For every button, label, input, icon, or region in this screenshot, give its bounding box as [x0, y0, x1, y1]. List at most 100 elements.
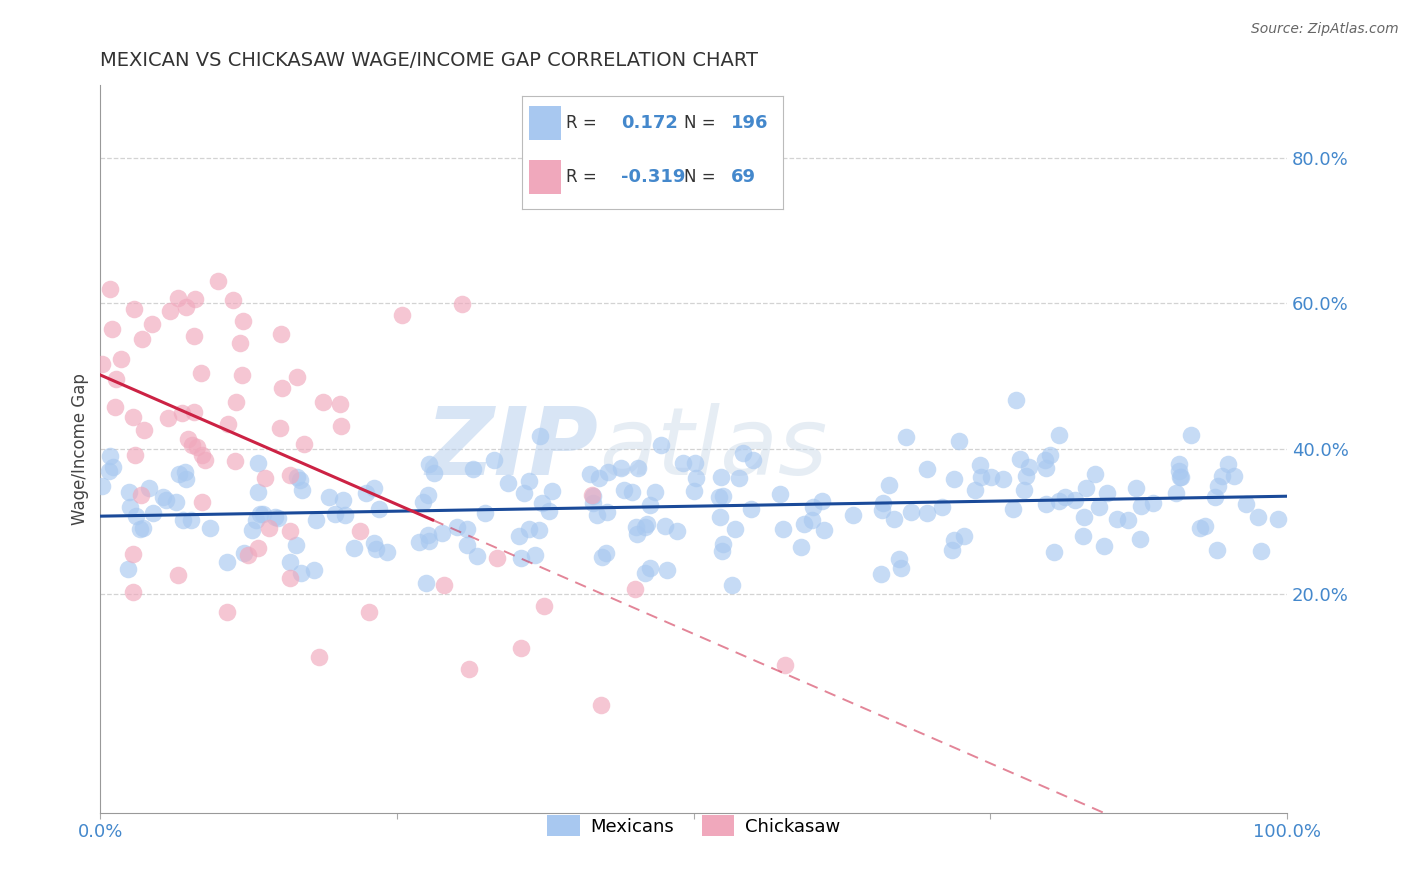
Point	[741, 452, 763, 467]
Point	[416, 528, 439, 542]
Point	[801, 513, 824, 527]
Point	[710, 544, 733, 558]
Point	[672, 456, 695, 470]
Point	[152, 490, 174, 504]
Point	[311, 395, 333, 409]
Point	[1211, 469, 1233, 483]
Point	[529, 428, 551, 442]
Point	[769, 487, 792, 501]
Point	[333, 508, 356, 523]
Point	[519, 522, 541, 536]
Point	[323, 507, 346, 521]
Point	[810, 494, 832, 508]
Text: ZIP: ZIP	[426, 403, 599, 495]
Point	[117, 562, 139, 576]
Point	[142, 506, 165, 520]
Point	[122, 584, 145, 599]
Point	[124, 448, 146, 462]
Point	[330, 418, 353, 433]
Point	[292, 437, 315, 451]
Point	[1128, 533, 1150, 547]
Point	[190, 495, 212, 509]
Point	[183, 329, 205, 343]
Point	[1188, 521, 1211, 535]
Point	[474, 506, 496, 520]
Point	[969, 458, 991, 473]
Point	[356, 485, 378, 500]
Point	[1047, 428, 1070, 442]
Point	[167, 467, 190, 482]
Point	[270, 326, 292, 341]
Point	[257, 521, 280, 535]
Point	[980, 470, 1002, 484]
Point	[486, 551, 509, 566]
Point	[217, 605, 239, 619]
Point	[332, 493, 354, 508]
Point	[793, 517, 815, 532]
Point	[707, 490, 730, 504]
Point	[1074, 482, 1097, 496]
Point	[242, 523, 264, 537]
Point	[644, 485, 666, 500]
Point	[731, 446, 754, 460]
Point	[172, 512, 194, 526]
Point	[1001, 502, 1024, 516]
Point	[1064, 493, 1087, 508]
Point	[232, 314, 254, 328]
Point	[624, 582, 647, 597]
Point	[533, 599, 555, 613]
Point	[349, 524, 371, 539]
Point	[363, 481, 385, 495]
Point	[155, 493, 177, 508]
Point	[129, 488, 152, 502]
Point	[180, 513, 202, 527]
Point	[1095, 485, 1118, 500]
Point	[194, 453, 217, 467]
Point	[415, 576, 437, 591]
Point	[517, 474, 540, 488]
Point	[711, 537, 734, 551]
Point	[596, 505, 619, 519]
Point	[842, 508, 865, 523]
Point	[953, 529, 976, 543]
Point	[159, 304, 181, 318]
Point	[596, 466, 619, 480]
Point	[650, 438, 672, 452]
Point	[285, 470, 308, 484]
Point	[538, 504, 561, 518]
Point	[198, 521, 221, 535]
Point	[1035, 497, 1057, 511]
Y-axis label: Wage/Income Gap: Wage/Income Gap	[72, 373, 89, 524]
Point	[624, 519, 647, 533]
Point	[1250, 544, 1272, 558]
Point	[1107, 511, 1129, 525]
Point	[948, 434, 970, 449]
Point	[1168, 464, 1191, 478]
Text: Source: ZipAtlas.com: Source: ZipAtlas.com	[1251, 22, 1399, 37]
Point	[591, 549, 613, 564]
Point	[418, 458, 440, 472]
Point	[132, 423, 155, 437]
Point	[105, 372, 128, 386]
Point	[357, 605, 380, 619]
Point	[174, 472, 197, 486]
Point	[278, 571, 301, 585]
Point	[290, 566, 312, 580]
Point	[217, 417, 239, 431]
Point	[284, 537, 307, 551]
Point	[879, 478, 901, 492]
Point	[1005, 393, 1028, 408]
Point	[1116, 513, 1139, 527]
Point	[527, 523, 550, 537]
Point	[104, 400, 127, 414]
Point	[446, 520, 468, 534]
Point	[118, 484, 141, 499]
Point	[191, 448, 214, 462]
Point	[1204, 490, 1226, 504]
Point	[363, 536, 385, 550]
Point	[456, 538, 478, 552]
Point	[461, 462, 484, 476]
Point	[633, 520, 655, 534]
Point	[267, 510, 290, 524]
Point	[174, 300, 197, 314]
